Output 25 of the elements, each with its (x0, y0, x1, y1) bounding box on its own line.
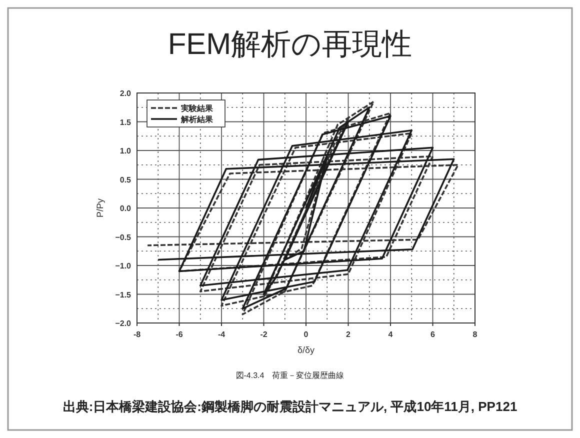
x-tick-label: 4 (388, 330, 394, 339)
source-note: 出典:日本橋梁建設協会:鋼製橋脚の耐震設計マニュアル, 平成10年11月, PP121 (62, 399, 518, 414)
chart-title: FEM解析の再現性 (168, 28, 412, 61)
y-tick-label: 1.5 (120, 118, 132, 127)
y-tick-label: 0.5 (120, 175, 132, 184)
x-tick-label: 8 (472, 330, 478, 339)
y-tick-label: −1.0 (115, 262, 132, 270)
x-tick-label: -6 (176, 330, 184, 339)
x-tick-label: -8 (133, 330, 142, 339)
x-tick-label: 2 (346, 330, 352, 339)
y-tick-label: 2.0 (120, 89, 132, 98)
x-tick-label: -4 (218, 330, 226, 339)
legend-label: 実験結果 (180, 103, 214, 113)
x-axis-title: δ/δy (297, 345, 316, 355)
x-tick-label: 6 (430, 330, 436, 339)
text: 図-4.3.4 荷重－変位履歴曲線 (236, 371, 344, 380)
legend-label: 解析結果 (180, 115, 214, 124)
y-tick-label: −1.5 (115, 290, 132, 300)
x-tick-label: -2 (260, 330, 268, 339)
x-tick-label: 0 (304, 330, 309, 339)
y-axis-title: P/Py (95, 198, 105, 218)
y-tick-label: −2.0 (115, 319, 132, 328)
y-tick-label: 0.0 (120, 204, 132, 213)
y-tick-label: 1.0 (120, 146, 132, 156)
y-tick-label: −0.5 (115, 232, 132, 242)
